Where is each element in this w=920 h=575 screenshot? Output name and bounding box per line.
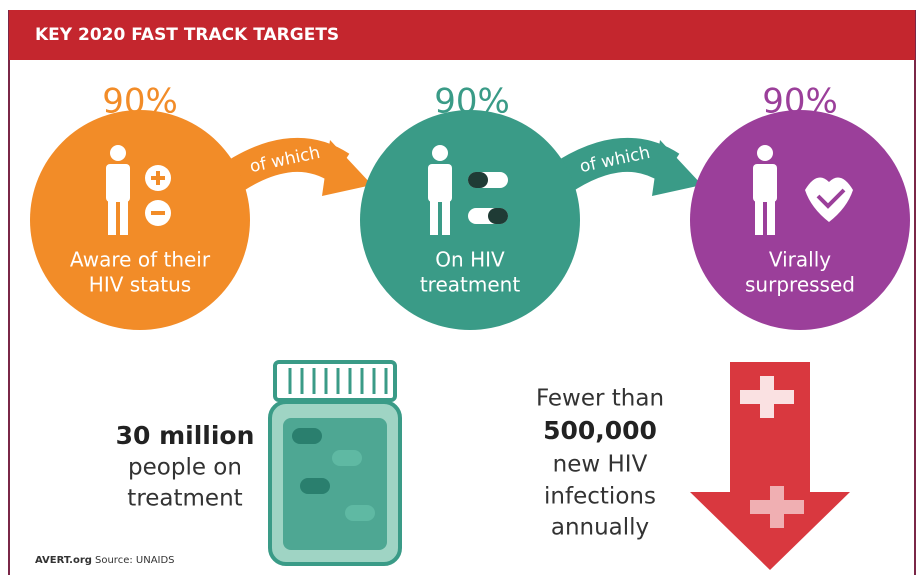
fact-text: infections: [544, 484, 656, 510]
target-label: HIV status: [89, 273, 191, 297]
header-title: KEY 2020 FAST TRACK TARGETS: [35, 25, 339, 45]
footer-brand: AVERT.org: [35, 555, 92, 566]
target-label: Virally: [769, 248, 831, 272]
target-label: On HIV: [435, 248, 505, 272]
fact-text: treatment: [127, 486, 242, 512]
target-label: treatment: [420, 273, 520, 297]
fact-text: new HIV: [553, 452, 648, 478]
fact-headline: 30 million: [116, 421, 255, 450]
fact-text: Fewer than: [536, 386, 664, 412]
infographic: KEY 2020 FAST TRACK TARGETS of which of …: [0, 0, 920, 575]
target-circle: [30, 110, 250, 330]
target-label: surpressed: [745, 273, 855, 297]
footer-source: Source: UNAIDS: [95, 555, 175, 566]
fact-headline: 500,000: [543, 416, 657, 445]
pill-jar: [270, 362, 400, 564]
fact-text: people on: [128, 455, 242, 481]
target-label: Aware of their: [70, 248, 211, 272]
fact-text: annually: [551, 515, 649, 541]
target-circle: [690, 110, 910, 330]
